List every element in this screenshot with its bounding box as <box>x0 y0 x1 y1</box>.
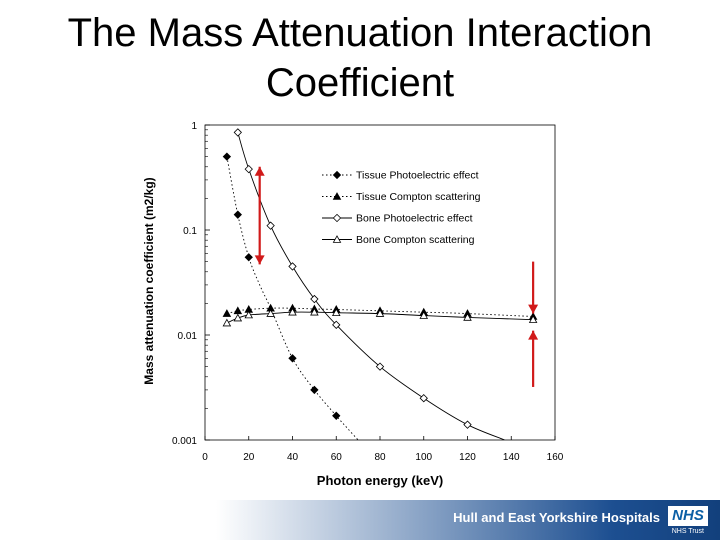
data-point-tissue-photoelectric-effect <box>222 152 232 161</box>
data-point-bone-compton-scattering <box>310 307 319 316</box>
legend-marker-bone-compton-scattering <box>332 235 342 243</box>
series-line-tissue-photoelectric-effect <box>226 156 359 440</box>
nhs-logo: NHS <box>668 506 708 526</box>
legend-label-bone-photoelectric-effect: Bone Photoelectric effect <box>356 213 473 225</box>
annotation-arrowhead <box>528 304 539 314</box>
data-point-bone-photoelectric-effect <box>233 128 242 137</box>
legend-label-bone-compton-scattering: Bone Compton scattering <box>356 234 475 246</box>
x-tick-label: 100 <box>415 452 432 463</box>
x-axis-label: Photon energy (keV) <box>317 473 443 488</box>
footer-bar <box>0 500 720 540</box>
data-point-bone-photoelectric-effect <box>419 394 428 403</box>
y-axis-label: Mass attenuation coefficient (m2/kg) <box>142 177 156 384</box>
data-point-tissue-photoelectric-effect <box>310 385 319 395</box>
data-point-bone-compton-scattering <box>222 318 232 327</box>
series-markers <box>222 128 538 429</box>
data-point-tissue-compton-scattering <box>233 306 243 315</box>
data-point-bone-compton-scattering <box>244 310 254 319</box>
x-tick-label: 120 <box>459 452 476 463</box>
legend-marker-bone-photoelectric-effect <box>332 213 342 223</box>
data-point-bone-compton-scattering <box>266 309 275 317</box>
x-tick-label: 20 <box>243 452 255 463</box>
data-point-bone-compton-scattering <box>528 315 538 323</box>
x-tick-label: 80 <box>374 452 386 463</box>
data-point-bone-compton-scattering <box>375 309 385 317</box>
data-point-tissue-compton-scattering <box>222 309 232 317</box>
footer-trust-label: NHS Trust <box>671 528 704 535</box>
data-point-bone-compton-scattering <box>331 308 341 317</box>
data-point-bone-compton-scattering <box>419 311 429 319</box>
annotation-arrowhead <box>254 255 265 265</box>
data-point-bone-photoelectric-effect <box>288 262 297 271</box>
data-point-tissue-photoelectric-effect <box>244 253 253 262</box>
legend-marker-tissue-compton-scattering <box>332 192 342 200</box>
data-point-tissue-photoelectric-effect <box>233 210 242 219</box>
data-point-tissue-photoelectric-effect <box>332 411 341 420</box>
chart-legend: Tissue Photoelectric effect Tissue Compto… <box>322 170 481 246</box>
data-point-bone-photoelectric-effect <box>244 164 253 174</box>
data-point-bone-photoelectric-effect <box>463 420 472 429</box>
x-tick-label: 60 <box>331 452 343 463</box>
x-tick-label: 140 <box>503 452 520 463</box>
data-point-bone-compton-scattering <box>233 313 243 322</box>
axis-ticks: 0 20 40 60 80 100 120 140 160 1 0.1 0.01 0.001 <box>172 121 564 463</box>
slide-title: The Mass Attenuation Interaction Coeffic… <box>67 11 653 105</box>
annotation-arrowhead <box>254 166 265 176</box>
y-tick-label: 0.001 <box>172 436 197 447</box>
data-point-bone-compton-scattering <box>463 313 472 321</box>
y-tick-label: 0.01 <box>178 331 198 342</box>
x-tick-label: 0 <box>202 452 208 463</box>
legend-label-tissue-photoelectric-effect: Tissue Photoelectric effect <box>356 170 479 182</box>
annotation-arrowhead <box>528 330 539 340</box>
data-point-bone-photoelectric-effect <box>375 362 385 371</box>
data-point-bone-photoelectric-effect <box>266 221 275 230</box>
data-point-tissue-photoelectric-effect <box>288 354 297 363</box>
y-tick-label: 1 <box>191 121 197 132</box>
legend-label-tissue-compton-scattering: Tissue Compton scattering <box>356 191 481 203</box>
x-tick-label: 40 <box>287 452 299 463</box>
footer-organization: Hull and East Yorkshire Hospitals <box>453 510 660 525</box>
attenuation-chart: 0 20 40 60 80 100 120 140 160 1 0.1 0.01 0.001 Tissu… <box>142 121 564 488</box>
data-point-bone-photoelectric-effect <box>310 294 319 304</box>
legend-marker-tissue-photoelectric-effect <box>332 170 342 180</box>
x-tick-label: 160 <box>547 452 564 463</box>
y-tick-label: 0.1 <box>183 226 197 237</box>
annotations <box>254 166 539 387</box>
data-point-bone-photoelectric-effect <box>332 320 341 329</box>
data-point-bone-compton-scattering <box>288 307 297 316</box>
